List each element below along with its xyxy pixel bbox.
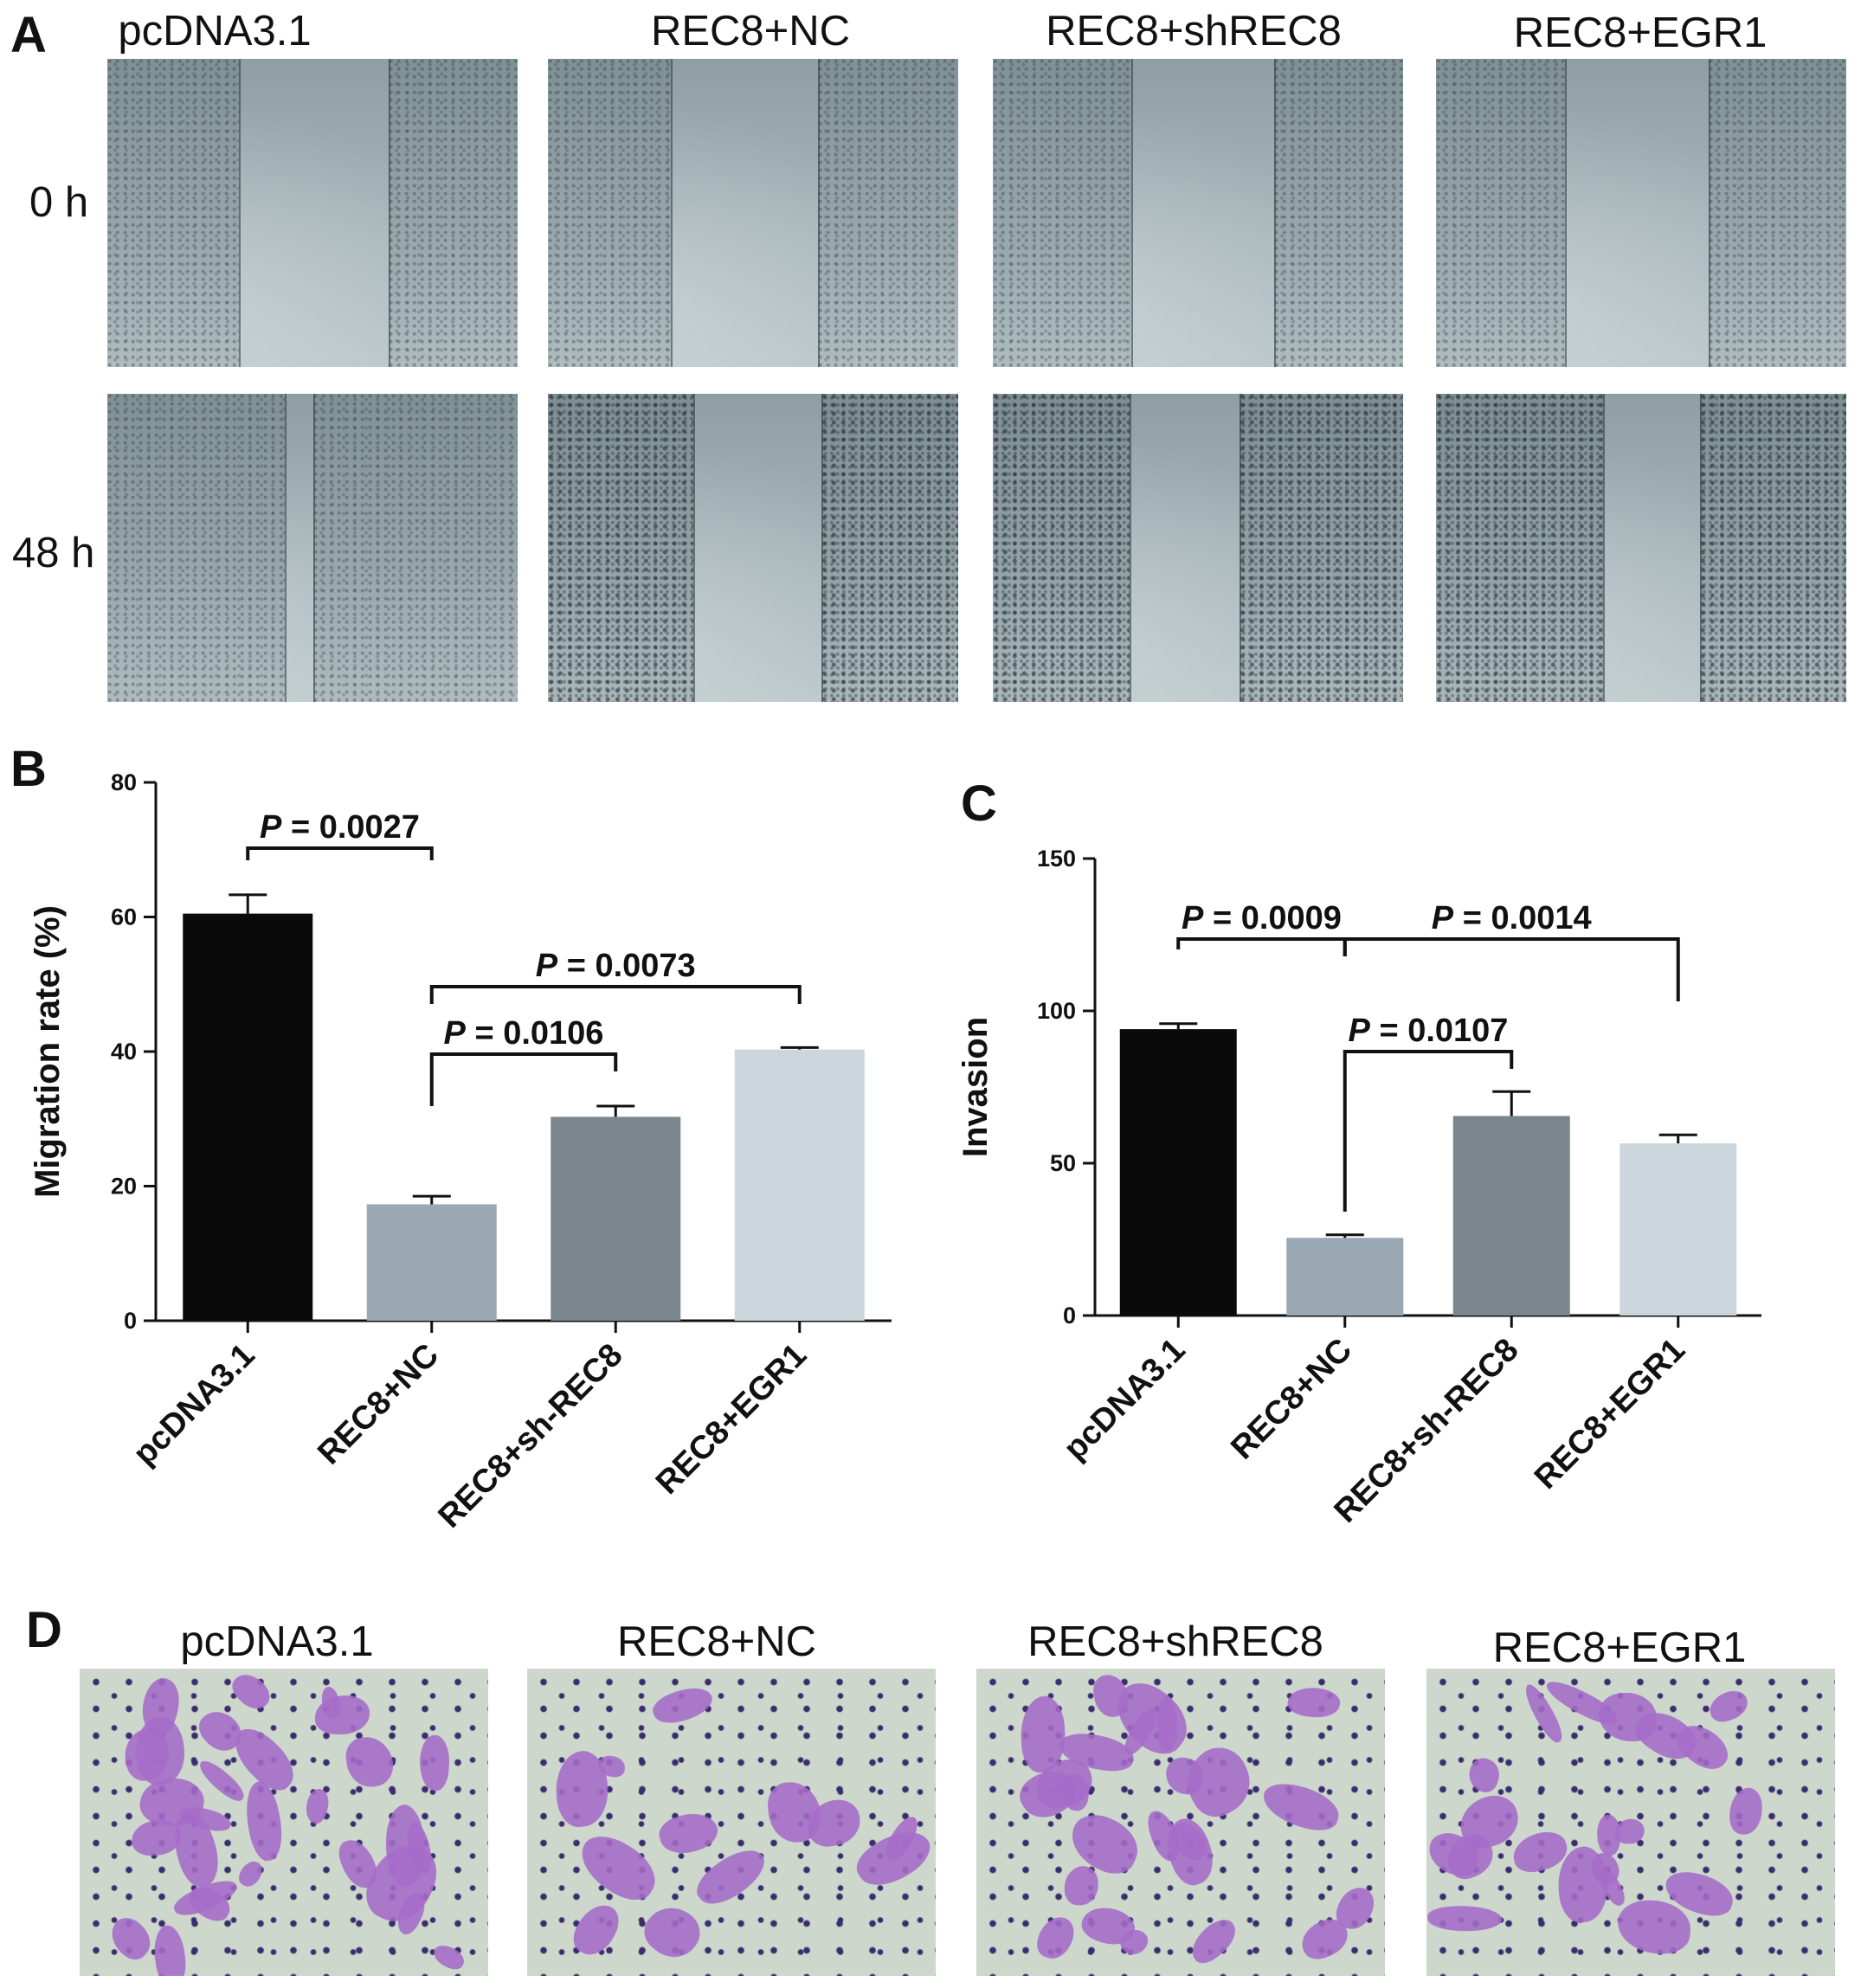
y-tick-label: 40 [111, 1039, 137, 1065]
bar [1452, 1116, 1570, 1316]
y-tick-label: 100 [1037, 998, 1076, 1024]
y-tick-label: 0 [124, 1308, 137, 1334]
p-value-label: P = 0.0107 [1349, 1013, 1509, 1049]
bar [1620, 1143, 1737, 1316]
stained-cell [1064, 1866, 1099, 1906]
stained-cell [344, 1734, 396, 1791]
stained-cell [1595, 1814, 1622, 1857]
stained-cell [417, 1734, 451, 1792]
stained-cell [1616, 1899, 1692, 1956]
wound-image-egr1-48h [1436, 394, 1846, 702]
wound-image-nc-0h [548, 59, 958, 367]
x-tick-label: pcDNA3.1 [1057, 1332, 1193, 1468]
stained-cell [149, 1923, 190, 1976]
stained-cell [1465, 1754, 1504, 1796]
stained-cell [1258, 1777, 1344, 1837]
wound-image-shrec8-0h [993, 59, 1403, 367]
y-tick-label: 0 [1063, 1303, 1076, 1329]
y-tick-label: 20 [111, 1174, 137, 1200]
migration-rate-chart: 0 20 40 60 80 Migration rate (%) pcDNA3.1 REC8+… [29, 769, 892, 1535]
stained-cell [102, 1911, 158, 1966]
stained-cell [648, 1680, 717, 1730]
panel-a-column-title: REC8+NC [650, 8, 851, 55]
y-axis-label: Invasion [956, 1017, 995, 1157]
bar [1286, 1238, 1404, 1316]
significance-bracket [1176, 937, 1347, 956]
bar [183, 913, 313, 1321]
panel-a-row-label: 48 h [12, 530, 95, 576]
significance-bracket [429, 985, 802, 1004]
p-value-label: P = 0.0014 [1432, 900, 1592, 936]
wound-image-pcdna-48h [107, 394, 518, 702]
transwell-image-shrec8 [976, 1669, 1385, 1976]
wound-image-egr1-0h [1436, 59, 1846, 367]
panel-d-column-title: REC8+shREC8 [1027, 1618, 1323, 1665]
y-tick-label: 50 [1050, 1150, 1076, 1176]
x-tick-label: REC8+EGR1 [1528, 1332, 1692, 1496]
bar [734, 1049, 865, 1321]
stained-cell [1426, 1905, 1503, 1933]
panel-d-column-title: REC8+EGR1 [1492, 1624, 1747, 1671]
x-tick-label: REC8+sh-REC8 [432, 1337, 630, 1535]
stained-cell [689, 1839, 772, 1915]
panel-d-column-title: REC8+NC [616, 1618, 817, 1665]
stained-cell [637, 1896, 709, 1968]
x-tick-label: REC8+NC [311, 1337, 446, 1472]
stained-cell [567, 1897, 627, 1963]
stained-cell [1705, 1686, 1752, 1726]
stained-cell [1033, 1911, 1079, 1964]
panel-a-column-title: REC8+shREC8 [1046, 8, 1342, 55]
stained-cell [227, 1669, 276, 1715]
panel-label-c: C [961, 775, 997, 832]
panel-a-row-label: 0 h [29, 179, 89, 226]
stained-cell [1175, 1738, 1262, 1826]
bar [366, 1204, 497, 1321]
stained-cell [240, 1779, 287, 1863]
transwell-image-nc [527, 1669, 936, 1976]
bar [1119, 1029, 1237, 1316]
bar [551, 1116, 681, 1321]
significance-bracket [246, 846, 434, 860]
y-tick-label: 60 [111, 904, 137, 930]
significance-bracket [1343, 937, 1680, 1001]
transwell-image-egr1 [1426, 1669, 1835, 1976]
panel-a-column-title: REC8+EGR1 [1513, 10, 1768, 56]
stained-cell [235, 1857, 266, 1891]
p-value-label: P = 0.0009 [1182, 900, 1342, 936]
x-tick-label: REC8+EGR1 [649, 1337, 814, 1502]
panel-d-column-title: pcDNA3.1 [180, 1618, 374, 1665]
significance-bracket [429, 1052, 618, 1106]
stained-cell [1285, 1684, 1342, 1721]
panel-label-d: D [26, 1602, 62, 1658]
invasion-chart: 0 50 100 150 Invasion pcDNA3.1 REC8+NCREC8+sh-… [956, 846, 1761, 1530]
wound-image-nc-48h [548, 394, 958, 702]
stained-cell [1728, 1786, 1763, 1836]
p-value-label: P = 0.0027 [260, 809, 420, 846]
transwell-image-pcdna [80, 1669, 488, 1976]
stained-cell [430, 1942, 468, 1973]
stained-cell [570, 1826, 666, 1910]
x-tick-label: REC8+sh-REC8 [1328, 1332, 1526, 1530]
p-value-label: P = 0.0073 [536, 948, 696, 984]
panel-label-a: A [10, 7, 47, 63]
x-tick-label: REC8+NC [1224, 1332, 1359, 1467]
wound-image-pcdna-0h [107, 59, 518, 367]
panel-label-b: B [10, 741, 47, 797]
y-tick-label: 80 [111, 769, 137, 795]
y-tick-label: 150 [1037, 846, 1076, 872]
stained-cell [654, 1805, 722, 1860]
stained-cell [301, 1786, 333, 1826]
y-axis-label: Migration rate (%) [29, 905, 67, 1198]
significance-bracket [1343, 1050, 1514, 1212]
panel-a-column-title: pcDNA3.1 [118, 8, 312, 55]
stained-cell [1184, 1913, 1244, 1970]
p-value-label: P = 0.0106 [444, 1015, 604, 1052]
x-tick-label: pcDNA3.1 [126, 1337, 262, 1473]
wound-image-shrec8-48h [993, 394, 1403, 702]
